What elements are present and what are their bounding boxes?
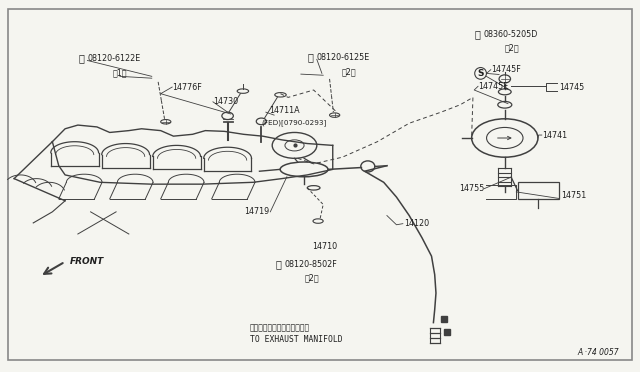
- Text: （1）: （1）: [113, 68, 127, 77]
- Text: 14745: 14745: [559, 83, 584, 92]
- Text: （2）: （2）: [505, 43, 520, 52]
- Text: 08120-6125E: 08120-6125E: [316, 53, 369, 62]
- Text: （2）: （2）: [305, 273, 319, 282]
- Text: 14776F: 14776F: [172, 83, 202, 92]
- Text: A ·74 0057: A ·74 0057: [578, 347, 620, 357]
- Text: S: S: [477, 69, 484, 78]
- Text: 14730: 14730: [213, 97, 238, 106]
- Text: 14120: 14120: [404, 219, 429, 228]
- Text: 08120-6122E: 08120-6122E: [88, 54, 141, 63]
- Bar: [518, 182, 559, 199]
- Text: 14710: 14710: [312, 242, 337, 251]
- Text: 14751: 14751: [561, 191, 586, 200]
- Text: 14755: 14755: [459, 184, 484, 193]
- Text: 14741: 14741: [541, 131, 567, 140]
- Text: 14745F: 14745F: [491, 65, 520, 74]
- Text: Ⓝ: Ⓝ: [475, 30, 481, 40]
- Text: 08360-5205D: 08360-5205D: [483, 30, 538, 39]
- Text: 14711A: 14711A: [269, 106, 300, 115]
- Text: Ⓑ: Ⓑ: [276, 259, 282, 269]
- Text: 14745E: 14745E: [478, 82, 508, 91]
- Text: (FED)[0790-0293]: (FED)[0790-0293]: [261, 119, 326, 126]
- Text: （2）: （2）: [342, 68, 356, 77]
- Text: Ⓑ: Ⓑ: [308, 52, 314, 62]
- Text: Ⓑ: Ⓑ: [78, 54, 84, 64]
- Text: FRONT: FRONT: [70, 257, 104, 266]
- Text: TO EXHAUST MANIFOLD: TO EXHAUST MANIFOLD: [250, 335, 342, 344]
- Text: 08120-8502F: 08120-8502F: [284, 260, 337, 269]
- Text: エキゾースト　マニホールヘ: エキゾースト マニホールヘ: [250, 324, 310, 333]
- Text: 14719: 14719: [244, 207, 269, 217]
